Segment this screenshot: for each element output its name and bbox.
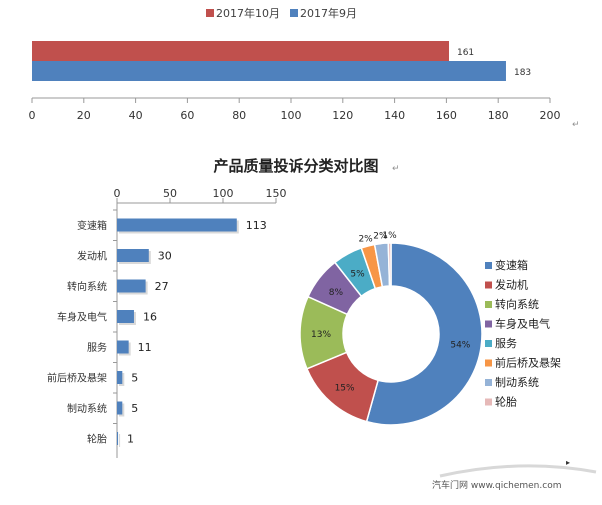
top-axis-return-mark: ↵: [572, 120, 580, 130]
category-label: 转向系统: [67, 280, 107, 293]
donut-percent-label: 2%: [373, 232, 388, 242]
category-label: 发动机: [77, 250, 107, 263]
left-axis-tick-label: 0: [114, 187, 121, 200]
donut-legend-label: 车身及电气: [495, 317, 550, 331]
donut-percent-label: 2%: [358, 234, 373, 244]
bar-value-label: 16: [143, 311, 157, 324]
donut-legend-label: 前后桥及悬架: [495, 356, 561, 370]
donut-percent-label: 54%: [450, 340, 470, 350]
category-bar: [117, 218, 237, 232]
watermark: 汽车门网 www.qichemen.com ▸: [432, 458, 597, 491]
left-axis-tick-label: 50: [163, 187, 177, 200]
donut-legend-label: 发动机: [495, 278, 528, 292]
doughnut-chart: 54%15%13%8%5%2% 2%1%: [299, 231, 483, 426]
legend-swatch-sep: [290, 9, 298, 17]
cursor-mark: ▸: [566, 458, 570, 467]
donut-legend-swatch: [485, 262, 492, 269]
category-bar: [117, 401, 123, 415]
donut-legend-swatch: [485, 359, 492, 367]
top-bar-1: [32, 61, 506, 81]
category-bar: [117, 371, 123, 384]
top-axis-tick-label: 20: [77, 109, 91, 122]
donut-percent-label: 13%: [311, 330, 331, 340]
top-axis-tick-label: 80: [232, 109, 246, 122]
donut-legend-swatch: [485, 398, 492, 406]
category-bar: [117, 340, 129, 354]
category-label: 车身及电气: [57, 311, 107, 324]
left-axis-tick-label: 100: [213, 187, 234, 200]
donut-legend-label: 制动系统: [495, 376, 539, 389]
category-bar: [117, 279, 146, 293]
watermark-text: 汽车门网 www.qichemen.com: [432, 479, 561, 491]
left-x-axis: 0 50 100 150: [114, 187, 287, 458]
chart-title: 产品质量投诉分类对比图: [213, 157, 378, 175]
category-bar: [117, 432, 119, 445]
donut-legend-swatch: [485, 320, 492, 328]
donut-percent-label: 5%: [350, 270, 365, 280]
left-axis-tick-label: 150: [266, 187, 287, 200]
left-bars-group: 变速箱 113 发动机 30 转向系统 27 车身及电气 16 服务 11 前后桥及悬架 5 制动系统 5…: [47, 209, 267, 447]
top-axis-tick-label: 100: [281, 109, 302, 122]
bar-value-label: 113: [246, 219, 267, 232]
donut-legend-label: 服务: [495, 337, 517, 350]
bar-value-label: 30: [158, 250, 172, 263]
top-axis-tick-label: 60: [180, 109, 194, 122]
top-axis-tick-label: 140: [384, 109, 405, 122]
top-bar-label-0: 161: [457, 48, 474, 58]
bar-value-label: 11: [138, 341, 152, 354]
top-legend: 2017年10月 2017年9月: [206, 6, 357, 20]
legend-swatch-oct: [206, 9, 214, 17]
donut-legend-swatch: [485, 379, 492, 386]
top-bars-group: 161 183: [32, 41, 531, 81]
category-label: 变速箱: [77, 219, 107, 232]
donut-percent-label: 8%: [329, 288, 344, 298]
bar-shadow: [119, 434, 121, 447]
category-label: 轮胎: [87, 433, 107, 446]
donut-legend-swatch: [485, 281, 492, 289]
title-return-mark: ↵: [392, 164, 400, 174]
top-axis-tick-label: 120: [332, 109, 353, 122]
category-label: 制动系统: [67, 402, 107, 415]
legend-label-sep: 2017年9月: [300, 6, 357, 20]
category-label: 前后桥及悬架: [47, 372, 107, 385]
top-axis-tick-label: 0: [29, 109, 36, 122]
donut-legend-label: 转向系统: [495, 297, 539, 311]
category-bar: [117, 249, 149, 262]
donut-percent-label: 15%: [335, 383, 355, 393]
watermark-swoosh: [439, 464, 597, 478]
donut-legend-swatch: [485, 340, 492, 347]
bar-value-label: 5: [131, 372, 138, 385]
top-axis-tick-label: 180: [488, 109, 509, 122]
top-axis-tick-label: 160: [436, 109, 457, 122]
category-label: 服务: [87, 341, 107, 354]
bar-value-label: 27: [155, 280, 169, 293]
donut-percent-label: 1%: [382, 231, 397, 241]
category-bar: [117, 310, 134, 323]
legend-label-oct: 2017年10月: [216, 6, 280, 20]
bar-value-label: 5: [131, 402, 138, 415]
top-x-axis: 0 20 40 60 80 100 120 140 160 180 200: [29, 97, 561, 122]
top-axis-tick-label: 40: [129, 109, 143, 122]
donut-legend-swatch: [485, 301, 492, 308]
top-bar-label-1: 183: [514, 68, 531, 78]
top-axis-tick-label: 200: [540, 109, 561, 122]
donut-slice: [387, 242, 392, 287]
donut-legend-label: 变速箱: [495, 258, 528, 272]
donut-legend-label: 轮胎: [495, 395, 517, 409]
top-bar-0: [32, 41, 449, 61]
bar-value-label: 1: [127, 433, 134, 446]
donut-slice: [365, 242, 483, 426]
